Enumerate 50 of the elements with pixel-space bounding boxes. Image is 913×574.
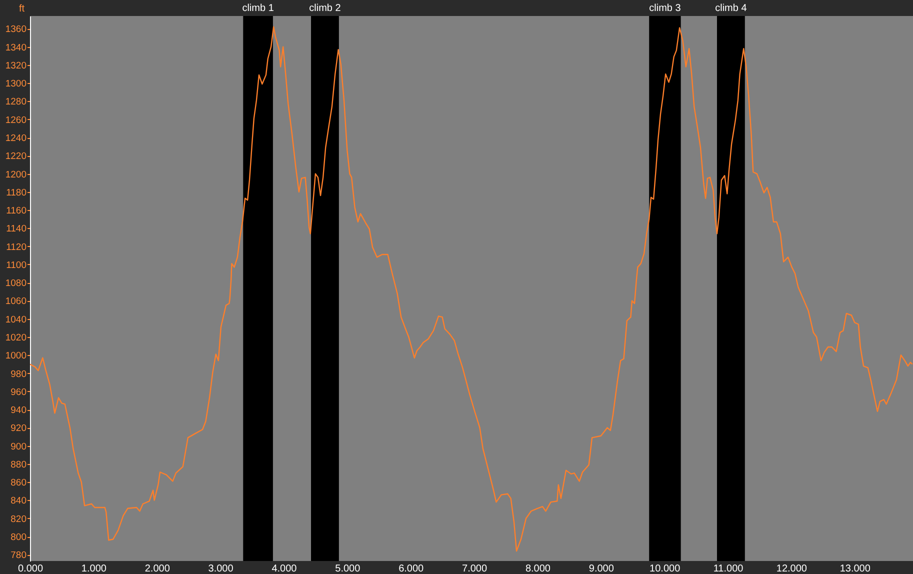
y-tick-label: 840 — [10, 496, 26, 507]
x-tick-label: 8.000 — [525, 564, 551, 574]
y-axis-title: ft — [18, 4, 25, 14]
x-tick-label: 3.000 — [208, 564, 234, 574]
y-tick-label: 1020 — [5, 332, 26, 344]
y-tick-label: 960 — [10, 386, 26, 398]
y-tick-label: 1280 — [5, 96, 26, 108]
y-tick-label: 1120 — [6, 242, 26, 253]
x-tick-label: 2.000 — [144, 564, 170, 574]
y-tick-label: 1100 — [6, 260, 26, 271]
band-label: climb 2 — [309, 3, 342, 14]
y-tick-label: 1300 — [5, 78, 26, 90]
y-tick-label: 1240 — [5, 133, 26, 144]
x-tick-label: 10.000 — [650, 564, 681, 574]
x-tick-label: 12.000 — [776, 564, 808, 574]
y-tick-label: 1260 — [5, 114, 26, 126]
y-tick-label: 880 — [10, 459, 26, 470]
y-tick-label: 1040 — [5, 314, 26, 326]
y-tick-label: 1080 — [5, 278, 26, 290]
x-tick-label: 4.000 — [272, 564, 298, 574]
y-tick-label: 920 — [10, 423, 26, 434]
y-tick-label: 940 — [10, 405, 26, 416]
x-tick-label: 9.000 — [588, 564, 614, 574]
y-tick-label: 1360 — [5, 24, 26, 36]
x-tick-label: 13.000 — [840, 564, 871, 574]
x-tick-label: 1.000 — [81, 564, 107, 574]
y-tick-label: 1340 — [5, 42, 26, 54]
x-tick-label: 7.000 — [462, 564, 488, 574]
y-tick-label: 1220 — [5, 151, 26, 162]
y-tick-label: 900 — [10, 441, 26, 452]
y-tick-label: 1160 — [6, 206, 26, 217]
y-tick-label: 1140 — [6, 224, 26, 235]
y-tick-label: 1200 — [5, 169, 26, 180]
y-tick-label: 1320 — [5, 60, 26, 72]
x-tick-label: 0.000 — [18, 564, 44, 574]
y-tick-label: 860 — [10, 478, 26, 489]
y-tick-label: 1180 — [6, 187, 26, 198]
line-series — [30, 26, 913, 552]
y-tick-label: 800 — [10, 532, 26, 544]
x-tick-label: 11.000 — [713, 564, 744, 574]
x-tick-label: 6.000 — [398, 564, 424, 574]
band-label: climb 1 — [242, 3, 274, 14]
y-tick-label: 1000 — [5, 350, 26, 362]
band-label: climb 3 — [649, 3, 682, 14]
y-tick-label: 1060 — [5, 296, 26, 308]
y-tick-label: 820 — [10, 514, 26, 525]
y-tick-label: 980 — [10, 368, 26, 380]
y-tick-label: 780 — [10, 550, 26, 562]
x-tick-label: 5.000 — [335, 564, 361, 574]
band-label: climb 4 — [715, 3, 748, 14]
